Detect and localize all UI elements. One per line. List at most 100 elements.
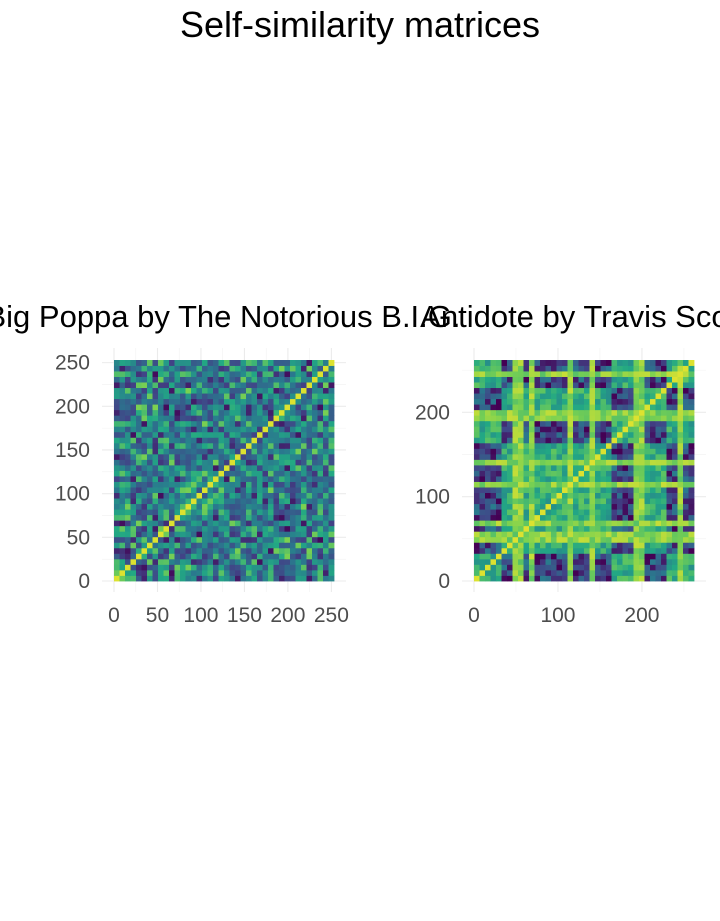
heatmap-cell (650, 470, 656, 477)
heatmap-cell (611, 376, 618, 383)
heatmap-cell (474, 437, 480, 444)
heatmap-cell (672, 459, 678, 466)
heatmap-cell (185, 564, 192, 571)
heatmap-cell (611, 371, 618, 377)
heatmap-cell (683, 492, 689, 499)
heatmap-cell (306, 393, 313, 400)
heatmap-cell (152, 476, 159, 482)
heatmap-cell (235, 448, 241, 455)
heatmap-cell (246, 387, 252, 394)
heatmap-cell (202, 442, 208, 449)
heatmap-cell (323, 426, 329, 433)
heatmap-cell (158, 470, 164, 477)
heatmap-cell (218, 459, 225, 466)
heatmap-cell (683, 371, 689, 377)
heatmap-cell (622, 420, 629, 427)
heatmap-cell (306, 360, 313, 366)
heatmap-cell (551, 476, 557, 482)
heatmap-cell (130, 459, 137, 466)
heatmap-cell (628, 531, 634, 538)
heatmap-cell (202, 514, 208, 521)
heatmap-cell (301, 575, 307, 582)
heatmap-cell (257, 426, 263, 433)
heatmap-cell (661, 498, 667, 505)
heatmap-cell (268, 420, 274, 427)
heatmap-cell (617, 464, 623, 471)
heatmap-cell (251, 442, 258, 449)
heatmap-cell (534, 431, 541, 438)
heatmap-cell (600, 431, 607, 438)
heatmap-cell (523, 487, 530, 493)
heatmap-cell (672, 437, 678, 444)
heatmap-cell (584, 487, 590, 493)
heatmap-cell (218, 553, 225, 560)
heatmap-cell (323, 476, 329, 482)
heatmap-cell (655, 393, 662, 400)
heatmap-cell (639, 481, 645, 488)
heatmap-cell (196, 498, 203, 505)
heatmap-cell (196, 398, 203, 405)
heatmap-cell (578, 437, 585, 444)
heatmap-cell (152, 431, 159, 438)
heatmap-cell (650, 514, 656, 521)
heatmap-cell (268, 404, 274, 411)
heatmap-cell (147, 371, 153, 377)
heatmap-cell (152, 558, 159, 565)
heatmap-cell (279, 426, 285, 433)
heatmap-cell (295, 371, 302, 377)
heatmap-cell (273, 409, 280, 416)
heatmap-cell (606, 365, 612, 372)
heatmap-cell (196, 448, 203, 455)
heatmap-cell (295, 503, 302, 510)
heatmap-cell (600, 564, 607, 571)
heatmap-cell (633, 569, 640, 576)
heatmap-cell (235, 365, 241, 372)
heatmap-cell (529, 525, 535, 532)
heatmap-cell (688, 569, 695, 576)
heatmap-cell (301, 398, 307, 405)
heatmap-cell (639, 547, 645, 554)
heatmap-cell (650, 547, 656, 554)
heatmap-cell (169, 487, 175, 493)
heatmap-cell (196, 575, 203, 582)
heatmap-cell (328, 481, 335, 488)
heatmap-cell (196, 520, 203, 527)
heatmap-cell (136, 426, 142, 433)
heatmap-cell (174, 492, 181, 499)
heatmap-cell (207, 531, 214, 538)
heatmap-cell (141, 487, 148, 493)
heatmap-cell (628, 536, 634, 543)
heatmap-cell (474, 481, 480, 488)
heatmap-cell (512, 453, 519, 460)
heatmap-cell (152, 442, 159, 449)
heatmap-cell (633, 525, 640, 532)
heatmap-cell (578, 547, 585, 554)
heatmap-cell (688, 470, 695, 477)
heatmap-cell (534, 404, 541, 411)
heatmap-cell (562, 487, 568, 493)
heatmap-cell (328, 365, 335, 372)
heatmap-cell (600, 487, 607, 493)
heatmap-cell (666, 481, 673, 488)
heatmap-cell (229, 487, 236, 493)
heatmap-cell (235, 481, 241, 488)
heatmap-cell (589, 448, 596, 455)
heatmap-cell (185, 558, 192, 565)
heatmap-cell (545, 415, 552, 422)
heatmap-cell (534, 426, 541, 433)
heatmap-cell (323, 464, 329, 471)
heatmap-cell (158, 387, 164, 394)
heatmap-cell (229, 453, 236, 460)
heatmap-cell (295, 404, 302, 411)
heatmap-cell (683, 459, 689, 466)
heatmap-cell (163, 547, 170, 554)
heatmap-cell (246, 514, 252, 521)
heatmap-cell (169, 564, 175, 571)
heatmap-cell (523, 365, 530, 372)
heatmap-cell (518, 520, 524, 527)
heatmap-cell (562, 509, 568, 516)
heatmap-cell (147, 382, 153, 389)
heatmap-cell (485, 564, 491, 571)
heatmap-cell (312, 542, 318, 549)
heatmap-cell (119, 481, 126, 488)
